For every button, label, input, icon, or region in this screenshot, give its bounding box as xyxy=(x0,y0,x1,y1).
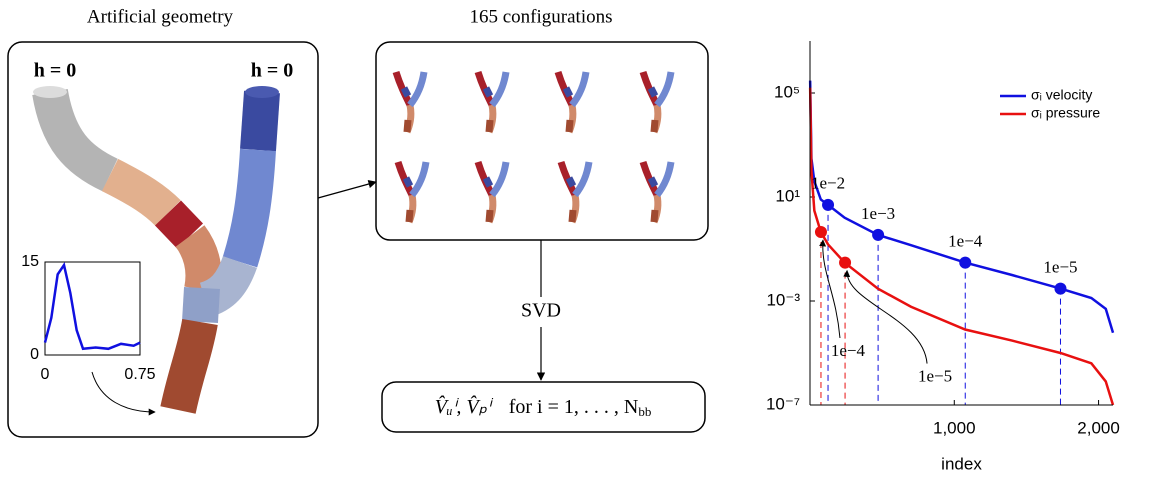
y-tick-label: 0 xyxy=(30,346,39,363)
legend-label: σᵢ pressure xyxy=(1031,105,1100,121)
vessel-geometry xyxy=(33,86,279,410)
x-axis-label: index xyxy=(941,454,982,473)
panel-title: 165 configurations xyxy=(469,6,612,27)
boundary-label: h = 0 xyxy=(34,60,77,82)
svd-label: SVD xyxy=(521,300,561,322)
formula-range: for i = 1, . . . , N xyxy=(509,396,639,418)
inset-frame xyxy=(45,262,140,355)
x-tick-label: 0.75 xyxy=(124,366,155,383)
x-tick-label: 0 xyxy=(41,366,50,383)
marker-point xyxy=(1054,283,1066,295)
formula-vectors: V̂ᵤⁱ, V̂ₚⁱ xyxy=(435,394,494,417)
y-tick-label: 15 xyxy=(21,253,39,270)
marker-point xyxy=(839,257,851,269)
marker-point xyxy=(822,199,834,211)
basis-formula: V̂ᵤⁱ, V̂ₚⁱ for i = 1, . . . , Nbb xyxy=(435,394,652,419)
marker-point xyxy=(872,229,884,241)
y-tick-label: 10⁻³ xyxy=(766,290,800,309)
annotation-label: 1e−3 xyxy=(861,204,895,223)
legend-label: σᵢ velocity xyxy=(1031,87,1092,103)
x-tick-label: 1,000 xyxy=(933,418,976,437)
arrow xyxy=(318,182,376,198)
formula-subscript: bb xyxy=(638,404,651,419)
marker-point xyxy=(959,257,971,269)
annotation-label: 1e−4 xyxy=(831,341,866,360)
panel-title: Artificial geometry xyxy=(87,6,234,27)
annotation-label: 1e−5 xyxy=(1043,258,1077,277)
y-tick-label: 10⁻⁷ xyxy=(766,394,800,413)
figure: Artificial geometry h = 0 h = 0 165 conf… xyxy=(0,0,1150,477)
boundary-label: h = 0 xyxy=(251,60,294,82)
annotation-label: 1e−4 xyxy=(948,232,983,251)
y-tick-label: 10¹ xyxy=(775,186,800,205)
configuration-thumbnails xyxy=(396,72,671,222)
annotation-label: 1e−2 xyxy=(811,174,845,193)
marker-point xyxy=(815,226,827,238)
x-tick-label: 2,000 xyxy=(1077,418,1120,437)
annotation-label: 1e−5 xyxy=(918,367,952,386)
y-tick-label: 10⁵ xyxy=(774,82,800,101)
